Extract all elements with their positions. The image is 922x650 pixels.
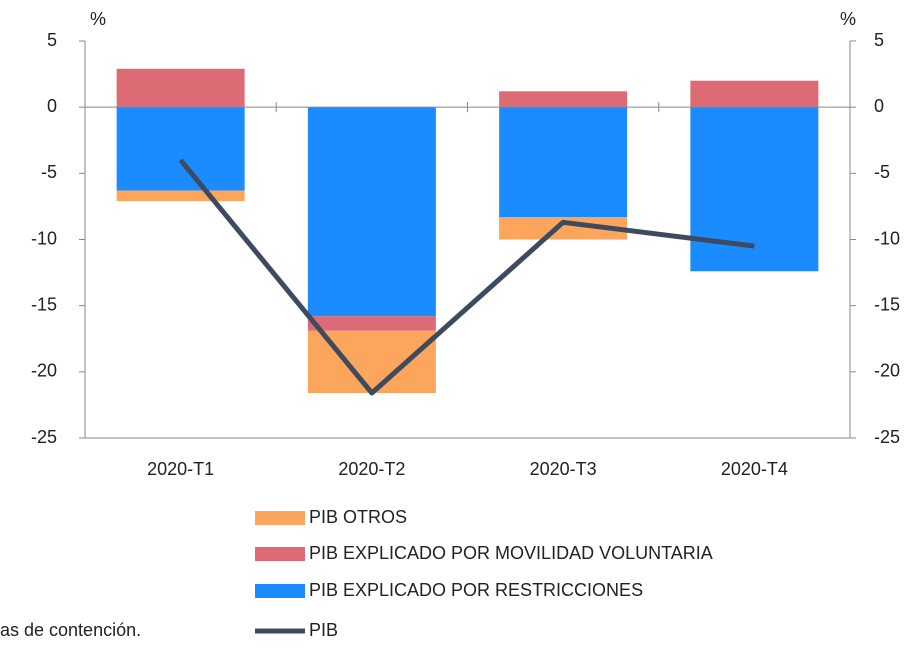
bar xyxy=(116,68,245,108)
legend-swatch xyxy=(255,511,305,525)
y2-tick-label: -20 xyxy=(874,361,900,381)
y2-tick-label: 5 xyxy=(874,30,884,50)
bar xyxy=(307,316,436,331)
x-tick-label: 2020-T4 xyxy=(721,459,788,479)
bar xyxy=(116,190,245,202)
y-tick-label: -10 xyxy=(31,228,57,248)
legend-label: PIB OTROS xyxy=(309,507,407,527)
y-tick-label: 0 xyxy=(47,96,57,116)
y-tick-label: -20 xyxy=(31,361,57,381)
y-axis-unit: % xyxy=(90,9,106,29)
y2-tick-label: -25 xyxy=(874,427,900,447)
line-series xyxy=(178,158,755,396)
bar xyxy=(116,107,245,191)
y-tick-label: -25 xyxy=(31,427,57,447)
legend-swatch xyxy=(255,547,305,561)
y2-tick-label: -15 xyxy=(874,294,900,314)
y2-tick-label: 0 xyxy=(874,96,884,116)
bar xyxy=(499,91,628,108)
y-tick-label: 5 xyxy=(47,30,57,50)
bar xyxy=(307,107,436,317)
footnote: as de contención. xyxy=(0,620,141,640)
y-tick-label: -15 xyxy=(31,294,57,314)
legend-label: PIB EXPLICADO POR RESTRICCIONES xyxy=(309,580,643,600)
bar xyxy=(499,217,628,240)
legend-label: PIB xyxy=(309,620,338,640)
y2-axis-unit: % xyxy=(840,9,856,29)
x-tick-label: 2020-T2 xyxy=(338,459,405,479)
legend-swatch xyxy=(255,584,305,598)
bar xyxy=(690,80,819,108)
legend-label: PIB EXPLICADO POR MOVILIDAD VOLUNTARIA xyxy=(309,543,713,563)
bar xyxy=(690,107,819,272)
y2-tick-label: -5 xyxy=(874,162,890,182)
y2-tick-label: -10 xyxy=(874,228,900,248)
bar xyxy=(499,107,628,218)
x-tick-label: 2020-T1 xyxy=(147,459,214,479)
y-tick-label: -5 xyxy=(41,162,57,182)
x-tick-label: 2020-T3 xyxy=(530,459,597,479)
